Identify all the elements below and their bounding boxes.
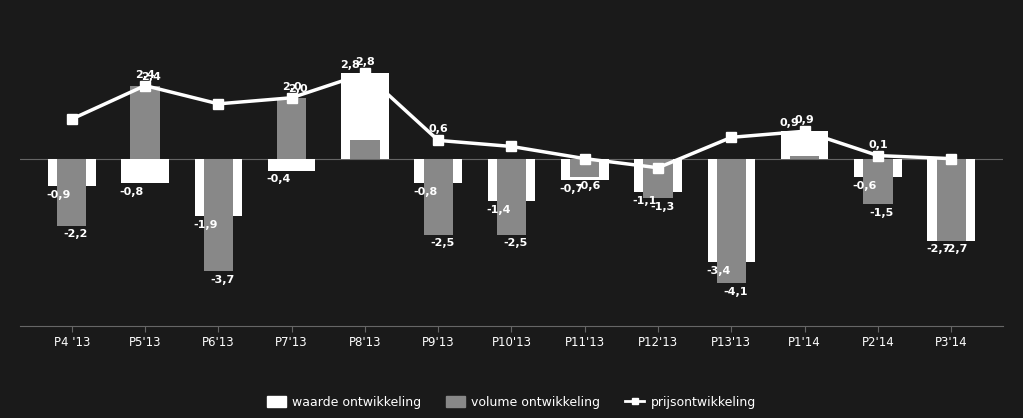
Text: -2,2: -2,2 [63,229,88,239]
Bar [708,159,755,262]
Text: 0,9: 0,9 [780,117,799,127]
Bar [561,159,609,180]
Bar [717,159,746,283]
Text: -0,6: -0,6 [577,181,601,191]
Bar [122,159,169,183]
Legend: waarde ontwikkeling, volume ontwikkeling, prijsontwikkeling: waarde ontwikkeling, volume ontwikkeling… [262,391,761,414]
Text: 0,1: 0,1 [869,140,888,150]
Text: 0,6: 0,6 [429,124,448,134]
Bar [350,140,380,159]
Bar [424,159,453,235]
Text: -0,9: -0,9 [46,190,71,200]
Bar [194,159,242,217]
Bar [268,159,315,171]
Text: 0,1: 0,1 [801,142,820,152]
Text: -0,8: -0,8 [120,187,144,196]
Text: -1,4: -1,4 [486,205,510,215]
Bar [643,159,673,198]
Text: 2,8: 2,8 [340,60,359,70]
Text: -1,3: -1,3 [650,202,674,212]
Bar [341,74,389,159]
Bar [414,159,462,183]
Bar [497,159,526,235]
Bar [854,159,901,177]
Text: -1,1: -1,1 [633,196,657,206]
Text: -1,9: -1,9 [193,220,218,230]
Bar [277,98,306,159]
Bar [781,131,829,159]
Text: -0,7: -0,7 [560,184,584,194]
Bar [48,159,95,186]
Text: -2,5: -2,5 [503,238,528,248]
Text: 2,4: 2,4 [141,72,162,82]
Text: 2,8: 2,8 [355,57,374,67]
Bar [570,159,599,177]
Text: -2,7: -2,7 [943,245,968,255]
Text: 2,0: 2,0 [281,82,302,92]
Bar [928,159,975,241]
Text: 2,0: 2,0 [288,84,308,94]
Bar [863,159,893,204]
Bar [937,159,966,241]
Text: -2,7: -2,7 [926,245,950,255]
Text: -0,8: -0,8 [413,187,437,196]
Bar [488,159,535,201]
Bar [130,86,160,159]
Bar [57,159,86,226]
Text: 0,6: 0,6 [361,127,381,137]
Text: -2,5: -2,5 [430,238,454,248]
Text: -1,5: -1,5 [870,208,894,218]
Text: 2,4: 2,4 [135,69,155,79]
Bar [790,155,819,159]
Text: 0,9: 0,9 [795,115,814,125]
Text: -3,7: -3,7 [210,275,234,285]
Bar [204,159,233,271]
Bar [634,159,682,192]
Text: -0,6: -0,6 [852,181,877,191]
Text: -4,1: -4,1 [723,287,748,297]
Text: -3,4: -3,4 [706,266,730,276]
Text: -0,4: -0,4 [266,174,291,184]
